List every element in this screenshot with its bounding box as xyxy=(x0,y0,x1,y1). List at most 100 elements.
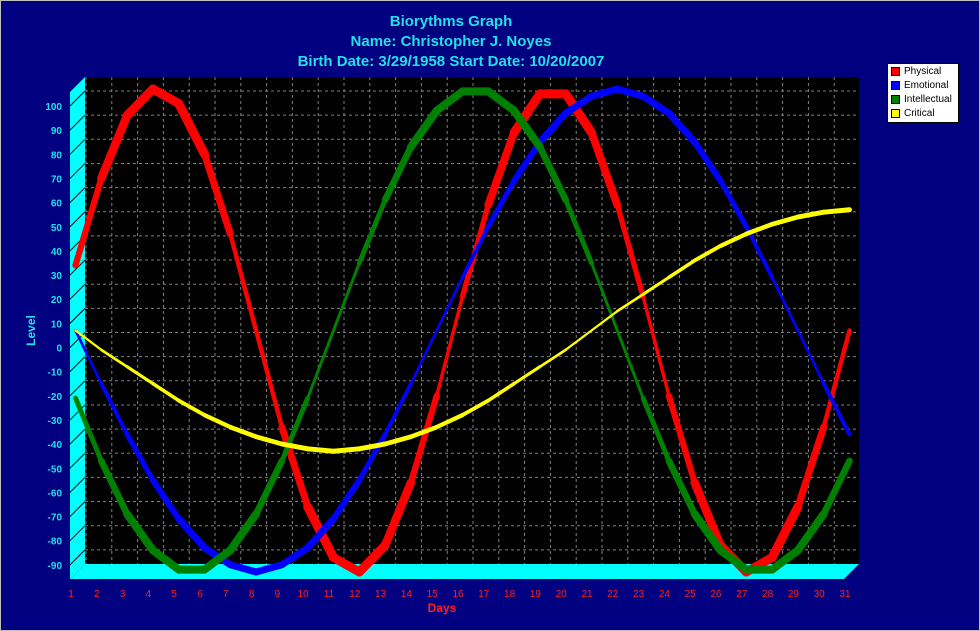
series-segment-physical xyxy=(380,478,416,550)
wall-tick-line xyxy=(69,428,86,445)
series-segment-physical xyxy=(278,423,312,511)
series-segment-emotional xyxy=(175,515,208,552)
series-segment-physical xyxy=(200,150,234,238)
series-segment-critical xyxy=(151,381,181,403)
plot-area xyxy=(85,77,859,564)
series-segment-intellectual xyxy=(148,546,183,574)
x-tick-label: 18 xyxy=(504,589,516,600)
series-segment-physical xyxy=(253,328,285,430)
x-tick-label: 24 xyxy=(659,589,671,600)
x-tick-label: 7 xyxy=(223,589,229,600)
series-segment-intellectual xyxy=(615,328,645,400)
series-segment-critical xyxy=(590,310,619,332)
legend-swatch-emotional xyxy=(891,80,900,90)
series-segment-emotional xyxy=(613,85,647,100)
y-tick-label: 10 xyxy=(51,319,63,330)
x-tick-label: 10 xyxy=(298,589,310,600)
x-tick-label: 4 xyxy=(146,589,152,600)
y-tick-label: 60 xyxy=(51,199,63,210)
x-tick-label: 15 xyxy=(427,589,439,600)
series-segment-physical xyxy=(72,175,105,269)
series-segment-physical xyxy=(97,111,132,183)
series-segment-emotional xyxy=(278,544,312,569)
wall-tick-line xyxy=(69,356,86,373)
y-tick-label: 80 xyxy=(51,150,63,161)
series-segment-critical xyxy=(615,292,645,313)
x-tick-label: 31 xyxy=(839,589,851,600)
series-segment-critical xyxy=(356,441,388,452)
series-segment-physical xyxy=(329,553,364,577)
series-segment-intellectual xyxy=(279,395,311,464)
series-segment-emotional xyxy=(588,85,621,100)
series-segment-emotional xyxy=(770,276,800,332)
legend-label-emotional: Emotional xyxy=(904,79,949,91)
series-segment-physical xyxy=(148,84,184,108)
wall-tick-line xyxy=(69,283,86,300)
legend-label-intellectual: Intellectual xyxy=(904,93,952,105)
series-segment-intellectual xyxy=(510,106,544,151)
series-segment-intellectual xyxy=(97,457,131,518)
series-segment-intellectual xyxy=(381,143,415,204)
x-tick-label: 5 xyxy=(171,589,177,600)
series-segment-emotional xyxy=(383,381,413,437)
series-segment-critical xyxy=(538,348,568,369)
y-tick-label: -20 xyxy=(48,392,63,403)
series-segment-emotional xyxy=(226,561,260,576)
series-segment-intellectual xyxy=(123,510,157,555)
y-tick-label: -30 xyxy=(48,416,63,427)
x-tick-label: 11 xyxy=(324,589,335,600)
series-segment-physical xyxy=(561,89,596,137)
y-tick-label: 0 xyxy=(56,344,62,355)
series-segment-emotional xyxy=(562,92,595,117)
y-tick-label: 90 xyxy=(51,126,63,137)
series-segment-emotional xyxy=(409,329,439,385)
x-tick-label: 19 xyxy=(530,589,542,600)
legend-label-physical: Physical xyxy=(904,65,942,77)
x-tick-label: 16 xyxy=(452,589,464,600)
series-segment-intellectual xyxy=(200,546,235,574)
x-tick-label: 22 xyxy=(607,589,619,600)
series-segment-critical xyxy=(744,221,775,237)
y-tick-label: 40 xyxy=(51,247,63,258)
series-segment-critical xyxy=(125,365,155,386)
wall-tick-line xyxy=(69,525,86,542)
series-segment-physical xyxy=(690,478,725,550)
wall-tick-line xyxy=(69,404,86,421)
y-tick-label: -80 xyxy=(48,537,63,548)
chart-dates-line: Birth Date: 3/29/1958 Start Date: 10/20/… xyxy=(297,53,605,70)
series-segment-intellectual xyxy=(484,87,519,115)
legend-label-critical: Critical xyxy=(904,107,935,119)
series-segment-intellectual xyxy=(820,457,853,518)
y-tick-label: -10 xyxy=(48,368,63,379)
wall-tick-line xyxy=(69,138,86,155)
series-segment-emotional xyxy=(124,431,156,483)
x-tick-label: 2 xyxy=(94,589,100,600)
series-segment-emotional xyxy=(99,381,130,437)
legend-item-physical: Physical xyxy=(888,64,958,78)
wall-tick-line xyxy=(69,114,86,131)
series-segment-critical xyxy=(331,446,362,454)
series-segment-physical xyxy=(228,231,259,333)
series-segment-emotional xyxy=(304,515,337,552)
series-segment-physical xyxy=(122,84,158,121)
series-segment-emotional xyxy=(330,477,363,522)
series-segment-intellectual xyxy=(793,510,828,555)
series-segment-critical xyxy=(228,424,259,440)
legend-swatch-critical xyxy=(891,108,900,118)
series-segment-critical xyxy=(202,412,233,430)
series-segment-emotional xyxy=(717,178,749,230)
x-tick-label: 8 xyxy=(249,589,255,600)
series-segment-physical xyxy=(767,502,803,563)
series-segment-intellectual xyxy=(406,106,441,151)
x-tick-label: 28 xyxy=(762,589,774,600)
series-segment-critical xyxy=(434,412,465,430)
series-segment-physical xyxy=(821,328,852,430)
series-segment-critical xyxy=(486,381,516,403)
series-segment-emotional xyxy=(744,224,775,280)
x-tick-label: 26 xyxy=(710,589,722,600)
series-segment-physical xyxy=(509,89,545,137)
series-segment-intellectual xyxy=(589,261,619,333)
series-segment-emotional xyxy=(356,431,388,483)
series-segment-intellectual xyxy=(536,143,570,204)
